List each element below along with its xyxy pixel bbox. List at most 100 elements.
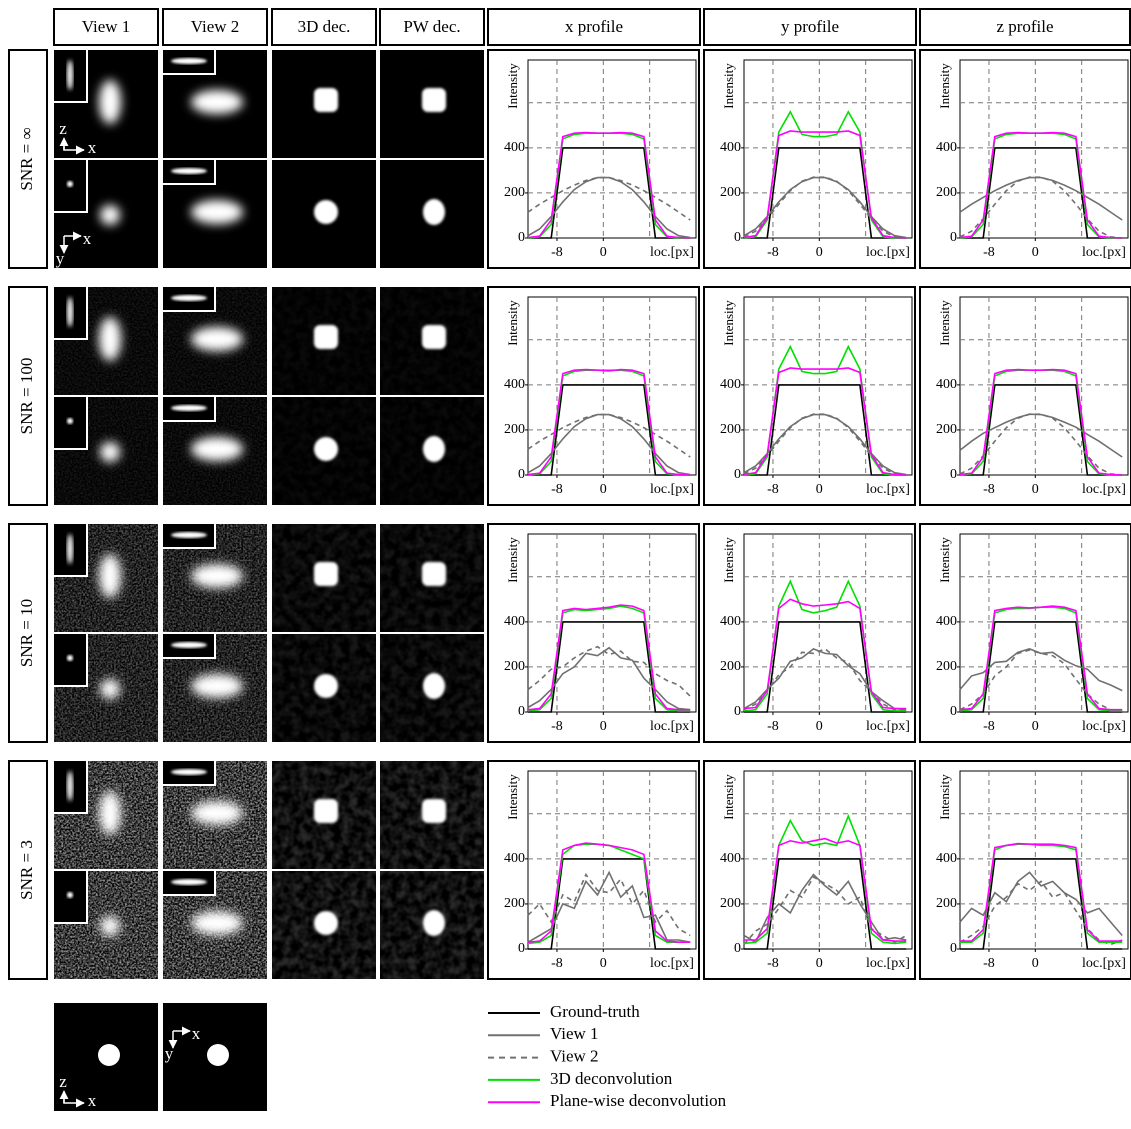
inset-blob [67, 655, 73, 661]
blob [314, 200, 338, 224]
y-tick-label: 0 [734, 704, 741, 719]
y-axis-label: Intensity [505, 537, 520, 583]
y-tick-label: 0 [518, 230, 525, 245]
y-tick-label: 400 [936, 851, 957, 866]
x-tick-label: 0 [600, 245, 607, 260]
x-tick-label: 0 [600, 482, 607, 497]
x-axis-label: loc.[px] [1082, 482, 1126, 497]
column-header: y profile [781, 17, 839, 36]
y-tick-label: 0 [518, 941, 525, 956]
x-tick-label: 0 [816, 482, 823, 497]
axis-letter: y [165, 1044, 174, 1063]
y-axis-label: Intensity [937, 63, 952, 109]
image-pane [163, 397, 267, 505]
plot-area [744, 297, 912, 475]
noise [380, 524, 484, 632]
image-pane [272, 397, 376, 505]
noise [272, 634, 376, 742]
column-header: View 1 [82, 17, 131, 36]
row-label: SNR = 100 [17, 358, 36, 435]
y-tick-label: 0 [950, 704, 957, 719]
inset-blob [171, 405, 207, 411]
image-pane [163, 634, 267, 742]
inset-blob [171, 879, 207, 885]
noise [380, 634, 484, 742]
inset-blob [67, 418, 73, 424]
y-tick-label: 0 [734, 467, 741, 482]
y-tick-label: 400 [504, 614, 525, 629]
y-tick-label: 200 [720, 659, 741, 674]
x-axis-label: loc.[px] [1082, 956, 1126, 971]
y-tick-label: 200 [720, 185, 741, 200]
row-label: SNR = 10 [17, 599, 36, 667]
x-axis-label: loc.[px] [866, 482, 910, 497]
image-pane [54, 287, 158, 395]
legend-label: View 2 [550, 1047, 599, 1066]
x-tick-label: -8 [983, 245, 995, 260]
y-axis-label: Intensity [721, 300, 736, 346]
row-label: SNR = ∞ [17, 127, 36, 190]
x-tick-label: -8 [551, 245, 563, 260]
inset-blob [171, 58, 207, 64]
legend-label: Ground-truth [550, 1002, 640, 1021]
image-pane [272, 761, 376, 869]
image-pane [272, 160, 376, 268]
y-tick-label: 400 [936, 377, 957, 392]
y-tick-label: 200 [720, 422, 741, 437]
blob [314, 88, 338, 112]
axis-letter: y [56, 249, 65, 268]
noise [272, 524, 376, 632]
blob [191, 90, 243, 114]
y-tick-label: 0 [950, 230, 957, 245]
image-pane [272, 871, 376, 979]
y-tick-label: 400 [720, 614, 741, 629]
y-tick-label: 200 [936, 659, 957, 674]
axis-letter: z [59, 119, 67, 138]
x-tick-label: 0 [816, 719, 823, 734]
x-axis-label: loc.[px] [866, 719, 910, 734]
image-pane [380, 871, 484, 979]
x-tick-label: 0 [1032, 956, 1039, 971]
axis-letter: x [83, 229, 92, 248]
x-axis-label: loc.[px] [650, 245, 694, 260]
image-pane [54, 634, 158, 742]
x-tick-label: 0 [600, 719, 607, 734]
y-tick-label: 0 [518, 704, 525, 719]
image-pane [380, 50, 484, 158]
x-axis-label: loc.[px] [866, 245, 910, 260]
legend-label: 3D deconvolution [550, 1069, 673, 1088]
y-axis-label: Intensity [937, 300, 952, 346]
axis-letter: x [88, 1091, 97, 1110]
inset-blob [171, 295, 207, 301]
inset-blob [67, 297, 73, 327]
image-pane [163, 524, 267, 632]
page: View 1View 23D dec.PW dec.x profiley pro… [0, 0, 1131, 1129]
x-axis-label: loc.[px] [866, 956, 910, 971]
image-pane [272, 287, 376, 395]
y-tick-label: 400 [720, 377, 741, 392]
y-tick-label: 0 [518, 467, 525, 482]
x-tick-label: -8 [767, 956, 779, 971]
image-pane [54, 160, 158, 268]
y-tick-label: 200 [504, 896, 525, 911]
noise [380, 287, 484, 395]
image-pane [272, 50, 376, 158]
y-tick-label: 200 [504, 659, 525, 674]
y-tick-label: 400 [504, 851, 525, 866]
image-pane [54, 50, 158, 158]
column-header: View 2 [191, 17, 240, 36]
y-tick-label: 400 [720, 140, 741, 155]
legend-label: Plane-wise deconvolution [550, 1091, 727, 1110]
inset-blob [171, 168, 207, 174]
image-pane [54, 761, 158, 869]
x-tick-label: -8 [983, 956, 995, 971]
image-pane [380, 524, 484, 632]
x-tick-label: 0 [1032, 245, 1039, 260]
image-pane [163, 871, 267, 979]
image-pane [272, 634, 376, 742]
image-pane [54, 397, 158, 505]
y-tick-label: 200 [936, 896, 957, 911]
x-axis-label: loc.[px] [650, 482, 694, 497]
x-tick-label: 0 [1032, 719, 1039, 734]
image-pane [272, 524, 376, 632]
